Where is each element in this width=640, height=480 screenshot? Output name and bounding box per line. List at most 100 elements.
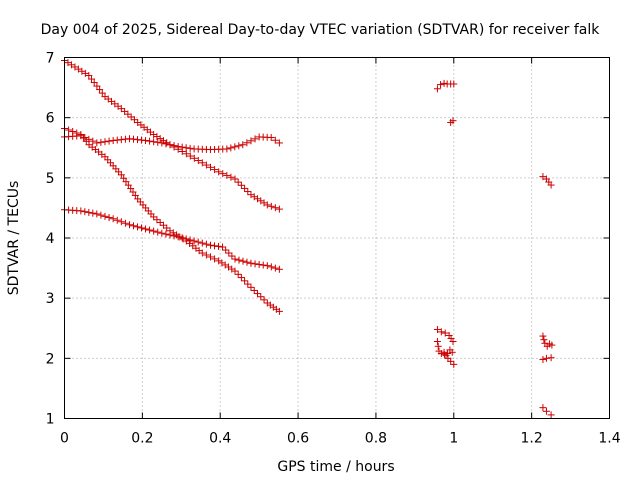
data-point-track-d bbox=[154, 228, 162, 236]
y-axis-title: SDTVAR / TECUs bbox=[6, 181, 22, 296]
data-point-track-c bbox=[202, 251, 210, 259]
data-point-track-d bbox=[141, 225, 149, 233]
data-point-track-b bbox=[186, 144, 194, 152]
data-point-track-d bbox=[225, 249, 233, 257]
data-point-track-b bbox=[231, 143, 239, 151]
data-point-track-a bbox=[231, 175, 239, 183]
data-point-track-d bbox=[243, 258, 251, 266]
data-point-track-h bbox=[433, 337, 441, 345]
data-point-track-c bbox=[211, 255, 219, 263]
data-point-track-b bbox=[101, 138, 109, 146]
data-point-track-d bbox=[133, 223, 141, 231]
data-point-track-g bbox=[447, 334, 455, 342]
data-point-track-a bbox=[96, 86, 104, 94]
data-point-track-b bbox=[170, 142, 178, 150]
data-point-track-a bbox=[98, 89, 106, 97]
data-point-track-d bbox=[170, 232, 178, 240]
data-point-track-d bbox=[182, 235, 190, 243]
data-point-track-m bbox=[547, 411, 555, 419]
data-point-track-a bbox=[85, 72, 93, 80]
data-point-track-b bbox=[174, 143, 182, 151]
data-point-track-d bbox=[194, 238, 202, 246]
data-points bbox=[61, 57, 556, 419]
data-point-track-a bbox=[186, 152, 194, 160]
data-point-track-b bbox=[166, 141, 174, 149]
data-point-track-d bbox=[85, 208, 93, 216]
data-point-track-m bbox=[539, 404, 547, 412]
data-point-track-a bbox=[244, 188, 252, 196]
data-point-track-d bbox=[158, 229, 166, 237]
data-point-track-b bbox=[243, 139, 251, 147]
data-point-track-d bbox=[267, 263, 275, 271]
data-point-track-a bbox=[219, 170, 227, 178]
data-point-track-d bbox=[219, 243, 227, 251]
x-tick-label: 0 bbox=[60, 431, 69, 447]
chart-title: Day 004 of 2025, Sidereal Day-to-day VTE… bbox=[41, 22, 601, 38]
data-point-track-c bbox=[231, 267, 239, 275]
x-tick-label: 0.8 bbox=[365, 431, 387, 447]
plot-frame bbox=[64, 57, 610, 419]
data-point-track-a bbox=[182, 150, 190, 158]
data-point-track-c bbox=[65, 126, 73, 134]
data-point-track-a bbox=[223, 171, 231, 179]
data-point-track-g bbox=[437, 328, 445, 336]
data-point-track-a bbox=[227, 173, 235, 181]
data-point-track-b bbox=[162, 140, 170, 148]
data-point-track-a bbox=[271, 204, 279, 212]
data-point-track-b bbox=[154, 138, 162, 146]
y-tick-label: 3 bbox=[46, 291, 55, 307]
data-point-track-d bbox=[211, 242, 219, 250]
data-point-track-a bbox=[234, 178, 242, 186]
data-point-track-d bbox=[231, 255, 239, 263]
x-tick-label: 0.6 bbox=[287, 431, 309, 447]
data-point-track-l bbox=[539, 356, 547, 364]
data-point-track-d bbox=[228, 252, 236, 260]
data-point-track-d bbox=[130, 222, 138, 230]
data-point-track-d bbox=[263, 262, 271, 270]
data-point-track-d bbox=[77, 207, 85, 215]
data-point-track-b bbox=[97, 138, 105, 146]
data-point-track-c bbox=[260, 296, 268, 304]
data-point-track-b bbox=[275, 139, 283, 147]
x-tick-label: 1.2 bbox=[521, 431, 543, 447]
data-point-track-h bbox=[434, 342, 442, 350]
data-point-track-d bbox=[113, 216, 121, 224]
data-point-track-c bbox=[234, 270, 242, 278]
data-point-track-d bbox=[121, 219, 129, 227]
data-point-track-i bbox=[442, 351, 450, 359]
data-point-track-d bbox=[166, 231, 174, 239]
data-point-track-d bbox=[93, 210, 101, 218]
data-point-track-c bbox=[241, 277, 249, 285]
data-point-track-b bbox=[105, 137, 113, 145]
data-point-track-d bbox=[251, 260, 259, 268]
data-point-track-d bbox=[190, 237, 198, 245]
data-point-track-d bbox=[101, 212, 109, 220]
data-point-track-a bbox=[206, 163, 214, 171]
data-point-track-c bbox=[69, 128, 77, 136]
data-point-track-b bbox=[158, 139, 166, 147]
data-point-track-c bbox=[73, 129, 81, 137]
data-point-track-e bbox=[437, 81, 445, 89]
data-point-track-d bbox=[239, 257, 247, 265]
data-point-track-d bbox=[81, 208, 89, 216]
data-point-track-e bbox=[433, 85, 441, 93]
data-point-track-g bbox=[441, 329, 449, 337]
data-point-track-a bbox=[198, 159, 206, 167]
data-point-track-c bbox=[237, 274, 245, 282]
data-point-track-b bbox=[141, 137, 149, 145]
data-point-track-c bbox=[275, 307, 283, 315]
y-tick-label: 1 bbox=[46, 412, 55, 428]
data-point-track-d bbox=[198, 239, 206, 247]
data-point-track-b bbox=[247, 137, 255, 145]
data-point-track-d bbox=[255, 260, 263, 268]
data-point-track-d bbox=[174, 233, 182, 241]
data-point-track-l bbox=[542, 354, 550, 362]
data-point-track-d bbox=[150, 227, 158, 235]
data-point-track-c bbox=[206, 253, 214, 261]
data-point-track-c bbox=[198, 249, 206, 257]
data-point-track-d bbox=[97, 211, 105, 219]
data-point-track-b bbox=[271, 136, 279, 144]
x-axis-title: GPS time / hours bbox=[277, 459, 394, 475]
data-point-track-c bbox=[254, 290, 262, 298]
data-point-track-b bbox=[150, 138, 158, 146]
